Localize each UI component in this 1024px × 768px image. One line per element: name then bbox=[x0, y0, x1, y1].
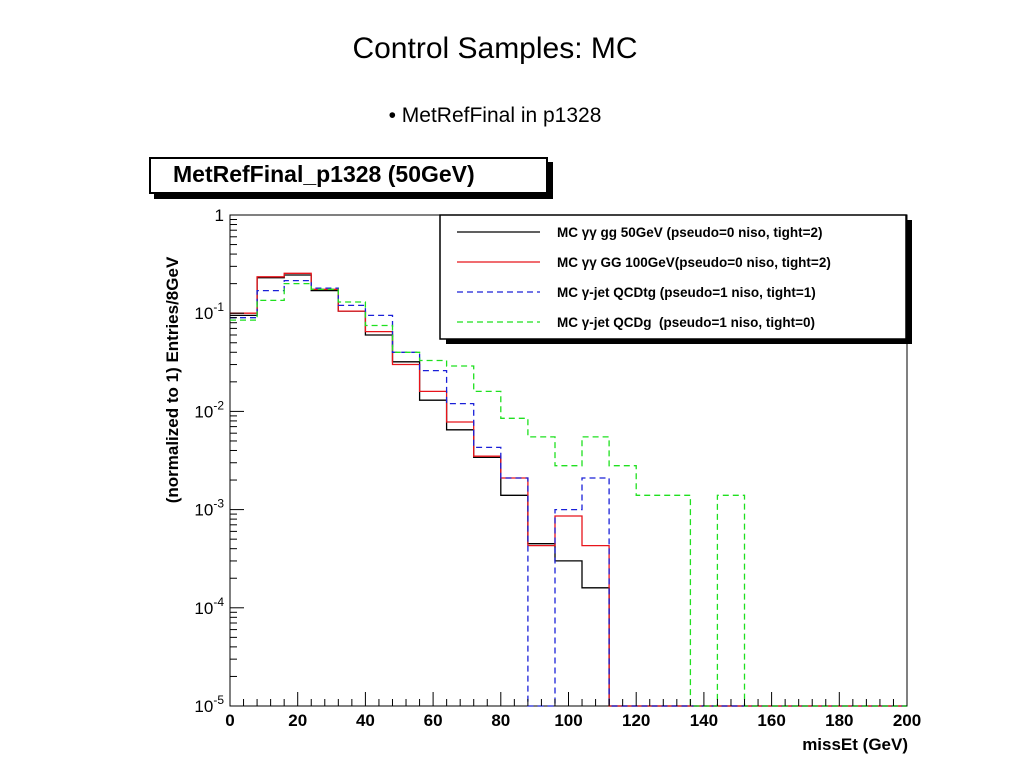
legend-label-3: MC γ-jet QCDtg (pseudo=1 niso, tight=1) bbox=[557, 285, 816, 300]
x-tick-label: 200 bbox=[893, 711, 921, 730]
series-line-3 bbox=[230, 279, 907, 707]
legend-label-2: MC γγ GG 100GeV(pseudo=0 niso, tight=2) bbox=[557, 255, 831, 270]
y-tick-label: 10-5 bbox=[194, 693, 224, 716]
x-tick-label: 60 bbox=[424, 711, 443, 730]
y-tick-label: 1 bbox=[215, 206, 224, 225]
y-axis: 1 10-1 10-2 10-3 10-4 10-5 bbox=[194, 206, 244, 716]
x-tick-label: 100 bbox=[554, 711, 582, 730]
x-tick-label: 180 bbox=[825, 711, 853, 730]
legend-box bbox=[439, 214, 907, 340]
plot-title-box: MetRefFinal_p1328 (50GeV) bbox=[149, 157, 548, 194]
legend: MC γγ gg 50GeV (pseudo=0 niso, tight=2) M… bbox=[439, 214, 912, 344]
legend-label-1: MC γγ gg 50GeV (pseudo=0 niso, tight=2) bbox=[557, 225, 823, 240]
y-tick-label: 10-4 bbox=[194, 595, 224, 618]
x-tick-label: 120 bbox=[622, 711, 650, 730]
x-tick-label: 40 bbox=[356, 711, 375, 730]
y-axis-label: (normalized to 1) Entries/8GeV bbox=[163, 256, 182, 503]
legend-label-4: MC γ-jet QCDg (pseudo=1 niso, tight=0) bbox=[557, 315, 815, 330]
x-axis-label: missEt (GeV) bbox=[802, 735, 908, 754]
y-tick-label: 10-2 bbox=[194, 398, 224, 421]
y-tick-label: 10-1 bbox=[194, 300, 224, 323]
y-tick-label: 10-3 bbox=[194, 497, 224, 520]
series-line-4 bbox=[230, 282, 907, 707]
slide-title: Control Samples: MC bbox=[352, 32, 638, 65]
x-axis: 0 20 40 60 80 100 120 140 160 180 200 bbox=[225, 692, 921, 730]
x-tick-label: 0 bbox=[225, 711, 234, 730]
x-tick-label: 20 bbox=[288, 711, 307, 730]
x-tick-label: 80 bbox=[491, 711, 510, 730]
x-tick-label: 140 bbox=[690, 711, 718, 730]
x-tick-label: 160 bbox=[757, 711, 785, 730]
plot-title: MetRefFinal_p1328 (50GeV) bbox=[173, 161, 475, 187]
slide-bullet: • MetRefFinal in p1328 bbox=[388, 104, 602, 127]
